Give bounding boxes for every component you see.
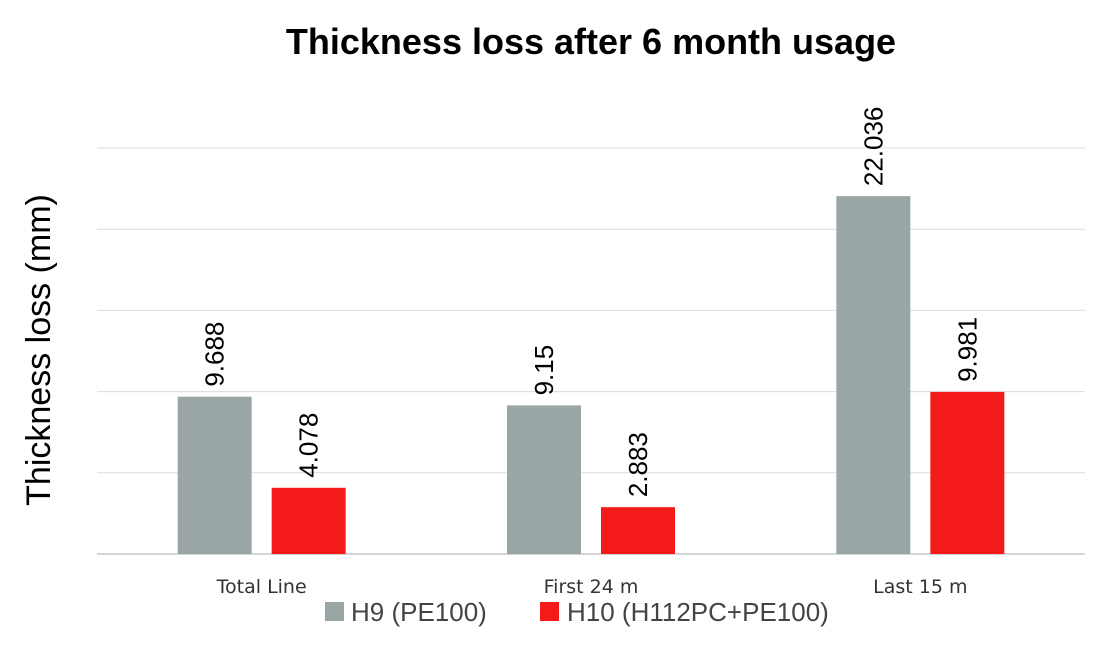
gridlines	[97, 147, 1085, 555]
data-label-h10-2: 9.981	[952, 317, 982, 382]
y-axis-label: Thickness loss (mm)	[20, 194, 58, 506]
bars	[177, 196, 1005, 554]
data-label-h10-0: 4.078	[294, 413, 324, 478]
legend-swatch-h10	[540, 602, 559, 621]
category-label: First 24 m	[544, 576, 639, 598]
bar-h9-1	[507, 405, 581, 554]
legend-label-h9: H9 (PE100)	[351, 597, 487, 627]
category-label: Total Line	[216, 576, 307, 598]
category-label: Last 15 m	[873, 576, 967, 598]
legend: H9 (PE100) H10 (H112PC+PE100)	[325, 597, 829, 627]
bar-h10-2	[930, 391, 1005, 554]
data-label-h9-1: 9.15	[529, 345, 559, 396]
bar-h9-0	[177, 396, 252, 554]
bar-h10-1	[601, 507, 675, 554]
category-labels: Total Line First 24 m Last 15 m	[216, 576, 968, 598]
legend-label-h10: H10 (H112PC+PE100)	[567, 597, 829, 627]
legend-swatch-h9	[325, 602, 344, 621]
bar-h9-2	[836, 196, 911, 554]
data-labels: 9.688 4.078 9.15 2.883 22.036 9.981	[200, 107, 983, 498]
chart-title: Thickness loss after 6 month usage	[286, 21, 896, 62]
data-label-h9-0: 9.688	[200, 322, 230, 387]
data-label-h10-1: 2.883	[623, 432, 653, 497]
bar-h10-0	[271, 487, 346, 554]
data-label-h9-2: 22.036	[858, 107, 888, 187]
